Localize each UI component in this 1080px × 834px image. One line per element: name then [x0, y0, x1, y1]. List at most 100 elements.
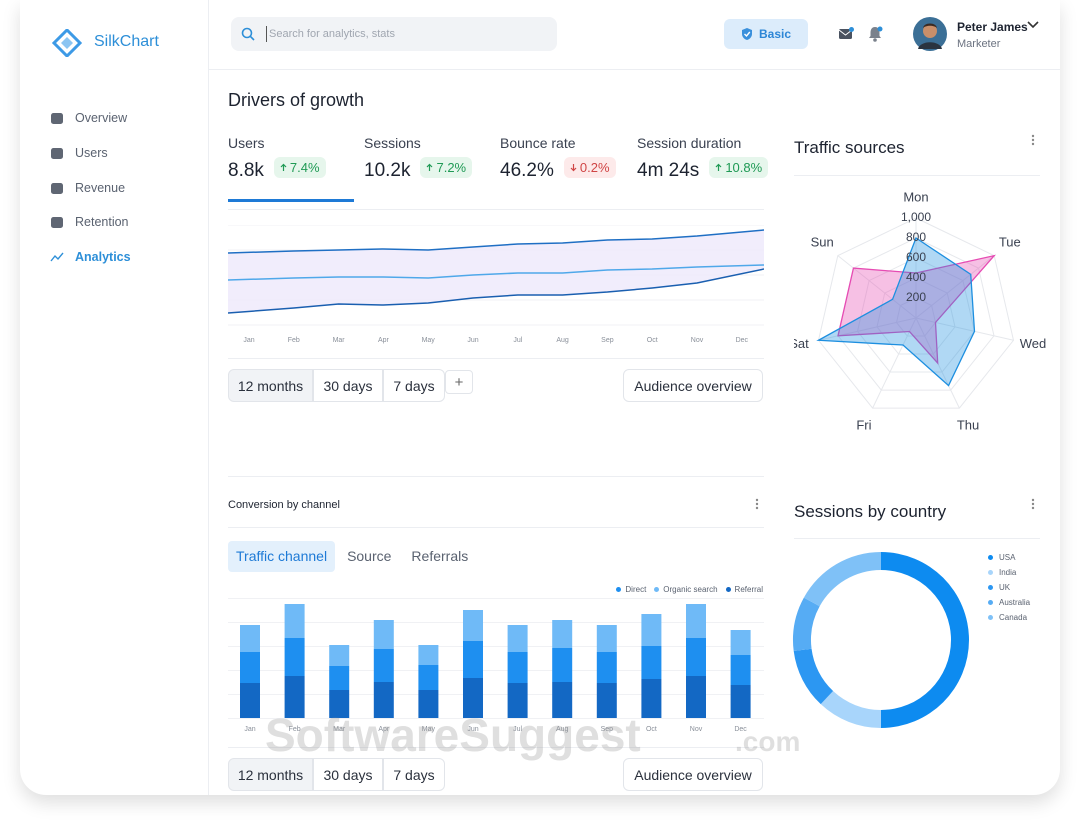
user-menu-chevron[interactable] [1027, 20, 1039, 30]
arrow-shape [570, 163, 577, 171]
bar-segment [641, 679, 662, 718]
action-button[interactable]: Audience overview [623, 369, 763, 402]
axis-label: Tue [999, 235, 1021, 250]
x-tick-label: Nov [691, 337, 704, 344]
user-name: Peter James [957, 20, 1028, 34]
bar-segment [507, 625, 528, 652]
axis-label: Mon [903, 189, 928, 204]
bar-segment [329, 690, 350, 718]
mail-icon[interactable] [838, 26, 854, 42]
search-box[interactable] [231, 17, 557, 51]
range-button[interactable]: 7 days [383, 369, 445, 402]
icon-shape [51, 147, 63, 159]
section-title: Sessions by country [794, 502, 947, 521]
kpi-change-value: 0.2% [579, 159, 610, 175]
legend-swatch [654, 587, 660, 592]
tab[interactable]: Source [347, 548, 392, 564]
legend-item: Australia [988, 598, 1030, 607]
brand: SilkChart [94, 33, 159, 50]
legend-item: Canada [988, 613, 1027, 622]
range-button[interactable]: 12 months [228, 758, 313, 791]
tab[interactable]: Traffic channel [228, 541, 336, 572]
legend-swatch [988, 570, 993, 575]
spoke [915, 255, 995, 319]
kpi-value: 46.2% [500, 160, 554, 181]
r-tick-label: 1,000 [901, 210, 931, 224]
legend-item: India [988, 568, 1016, 577]
divider [228, 747, 764, 748]
nav-label: Overview [75, 111, 128, 125]
range-button[interactable]: 30 days [313, 758, 383, 791]
bar-segment [463, 641, 483, 678]
bar-segment [418, 690, 439, 718]
legend-label: Direct [625, 585, 647, 594]
nav-item[interactable]: Users [50, 146, 108, 160]
bar-segment [329, 645, 350, 666]
nav-item[interactable]: Overview [50, 111, 127, 125]
range-button[interactable]: 30 days [313, 369, 383, 402]
divider [228, 209, 764, 210]
legend-item: USA [988, 553, 1015, 562]
x-tick-label: Dec [734, 726, 747, 733]
action-button[interactable]: Audience overview [623, 758, 763, 791]
line [228, 268, 764, 314]
radar-chart: Mon Tue Wed Thu Fri Sat Sun 200 400 600 800 1,000 [794, 189, 1046, 430]
range-button[interactable]: 7 days [383, 758, 445, 791]
legend-swatch [988, 585, 993, 590]
kpi-value: 8.8k [228, 160, 264, 181]
x-tick-label: Jun [467, 726, 478, 733]
x-tick-label: Jan [243, 337, 254, 344]
bar-segment [686, 604, 706, 638]
avatar[interactable] [913, 17, 947, 51]
bar-segment [552, 620, 573, 648]
section-title: Drivers of growth [228, 90, 365, 110]
divider [228, 358, 764, 359]
arrow-shape [280, 163, 287, 171]
nav-item[interactable]: Revenue [50, 181, 125, 195]
spoke [872, 317, 917, 409]
menu-dots[interactable] [754, 497, 760, 511]
x-tick-label: Aug [556, 337, 569, 344]
band [228, 230, 764, 313]
legend-label: Referral [734, 585, 763, 594]
tab[interactable]: Referrals [411, 548, 469, 564]
x-tick-label: Feb [289, 726, 301, 733]
trend-arrow [427, 163, 433, 171]
axis-label: Fri [856, 418, 871, 430]
bar-segment [596, 652, 617, 683]
nav-item[interactable]: Retention [50, 215, 129, 229]
kpi-change: 0.2% [563, 156, 616, 178]
kpi-change: 7.2% [420, 156, 473, 178]
legend-swatch [725, 587, 731, 592]
donut-slice [881, 552, 969, 728]
radar-area [837, 254, 996, 365]
x-tick-label: Feb [288, 337, 300, 344]
legend: Direct Organic search Referral [616, 585, 763, 594]
app-card [20, 0, 1060, 795]
menu-dots[interactable] [1030, 497, 1036, 511]
add-button[interactable]: + [445, 370, 473, 394]
range-button[interactable]: 12 months [228, 369, 313, 402]
legend-label: USA [999, 553, 1016, 562]
donut-slice [803, 552, 881, 607]
bar-segment [641, 614, 662, 646]
trend-arrow [570, 163, 577, 171]
kpi-change: 10.8% [709, 156, 769, 178]
grid-ring [817, 217, 1015, 409]
kpi-underline [228, 199, 354, 202]
bar-segment [373, 620, 394, 649]
bar-segment [552, 648, 573, 682]
legend-swatch [616, 587, 622, 592]
bell-icon[interactable] [867, 25, 884, 43]
nav-label: Revenue [75, 180, 126, 195]
icon-shape [50, 252, 64, 262]
r-tick-label: 200 [906, 290, 926, 304]
legend-label: UK [999, 583, 1011, 592]
plan-label: Basic [758, 27, 792, 41]
nav-item[interactable]: Analytics [50, 250, 131, 264]
donut-slice [793, 648, 834, 705]
x-tick-label: Oct [647, 337, 658, 344]
plan-badge[interactable]: Basic [724, 19, 808, 49]
menu-dots[interactable] [1030, 133, 1036, 147]
kpi-label: Bounce rate [500, 135, 576, 151]
